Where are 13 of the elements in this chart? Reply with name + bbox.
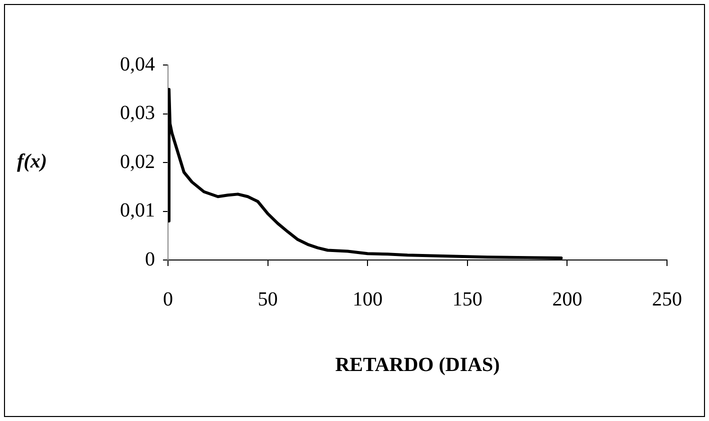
x-axis-title: RETARDO (DIAS) [335,354,500,376]
y-tick-label: 0,04 [120,53,155,76]
x-tick-label: 50 [258,288,278,310]
x-tick-label: 200 [552,288,582,310]
x-tick-label: 150 [452,288,482,310]
x-tick-label: 250 [652,288,682,310]
y-tick-label: 0,03 [120,102,155,124]
x-tick-label: 0 [163,288,173,310]
y-tick-label: 0,01 [120,200,155,222]
y-tick-label: 0,02 [120,150,155,173]
y-tick-label: 0 [145,248,155,270]
y-axis-title: f(x) [17,150,47,173]
x-tick-label: 100 [352,288,383,310]
